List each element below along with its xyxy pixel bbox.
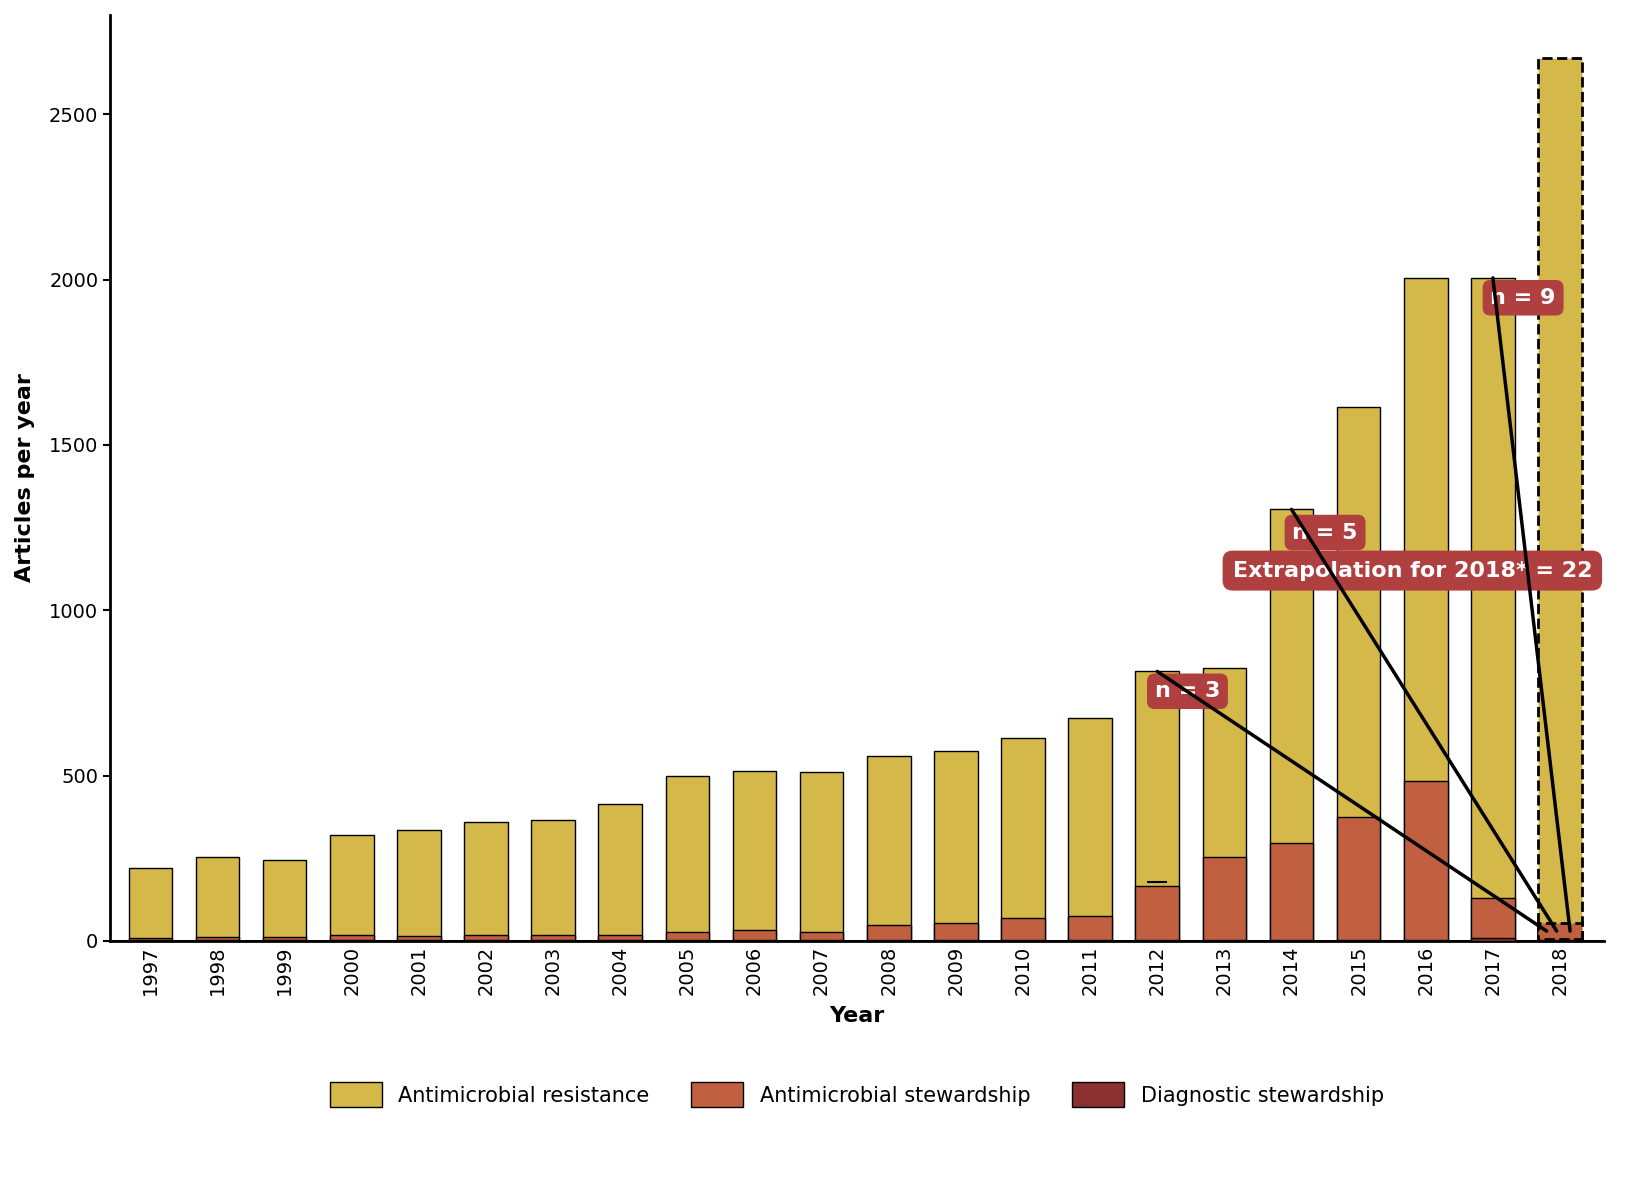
Bar bbox=[1068, 718, 1112, 941]
Bar bbox=[800, 772, 844, 941]
Bar bbox=[867, 925, 911, 941]
Bar bbox=[599, 804, 641, 941]
Text: Extrapolation for 2018* = 22: Extrapolation for 2018* = 22 bbox=[1232, 561, 1592, 581]
Bar bbox=[465, 822, 507, 941]
Bar bbox=[733, 771, 777, 941]
Text: n = 5: n = 5 bbox=[1292, 522, 1358, 543]
Bar bbox=[129, 869, 172, 941]
Bar bbox=[733, 930, 777, 941]
Text: n = 3: n = 3 bbox=[1155, 681, 1220, 701]
Bar bbox=[263, 860, 306, 941]
Bar bbox=[599, 935, 641, 941]
Bar bbox=[1001, 737, 1045, 941]
Bar bbox=[532, 935, 574, 941]
Bar bbox=[1404, 781, 1448, 941]
Bar bbox=[1001, 918, 1045, 941]
Bar bbox=[1471, 278, 1515, 941]
Bar bbox=[1337, 817, 1381, 941]
Bar bbox=[398, 936, 440, 941]
Bar bbox=[1202, 668, 1247, 941]
Bar bbox=[1471, 937, 1515, 941]
Bar bbox=[1538, 923, 1582, 941]
Bar bbox=[1270, 843, 1314, 941]
Bar bbox=[465, 935, 507, 941]
Y-axis label: Articles per year: Articles per year bbox=[15, 374, 34, 582]
Bar bbox=[330, 835, 373, 941]
Bar bbox=[1471, 897, 1515, 941]
Bar bbox=[196, 937, 239, 941]
X-axis label: Year: Year bbox=[829, 1007, 885, 1026]
Bar bbox=[934, 923, 978, 941]
Bar bbox=[1135, 887, 1180, 941]
Bar bbox=[1404, 278, 1448, 941]
Bar bbox=[867, 755, 911, 941]
Bar bbox=[1538, 58, 1582, 941]
Bar bbox=[1068, 917, 1112, 941]
Text: n = 9: n = 9 bbox=[1490, 288, 1556, 308]
Legend: Antimicrobial resistance, Antimicrobial stewardship, Diagnostic stewardship: Antimicrobial resistance, Antimicrobial … bbox=[321, 1073, 1392, 1115]
Bar bbox=[1270, 509, 1314, 941]
Bar bbox=[1135, 671, 1180, 941]
Bar bbox=[1202, 857, 1247, 941]
Bar bbox=[1538, 938, 1582, 941]
Bar bbox=[800, 931, 844, 941]
Bar bbox=[666, 776, 708, 941]
Bar bbox=[532, 820, 574, 941]
Bar bbox=[263, 937, 306, 941]
Bar bbox=[1337, 407, 1381, 941]
Bar bbox=[934, 751, 978, 941]
Bar bbox=[398, 830, 440, 941]
Bar bbox=[330, 935, 373, 941]
Bar bbox=[129, 937, 172, 941]
Bar bbox=[196, 857, 239, 941]
Bar bbox=[666, 931, 708, 941]
